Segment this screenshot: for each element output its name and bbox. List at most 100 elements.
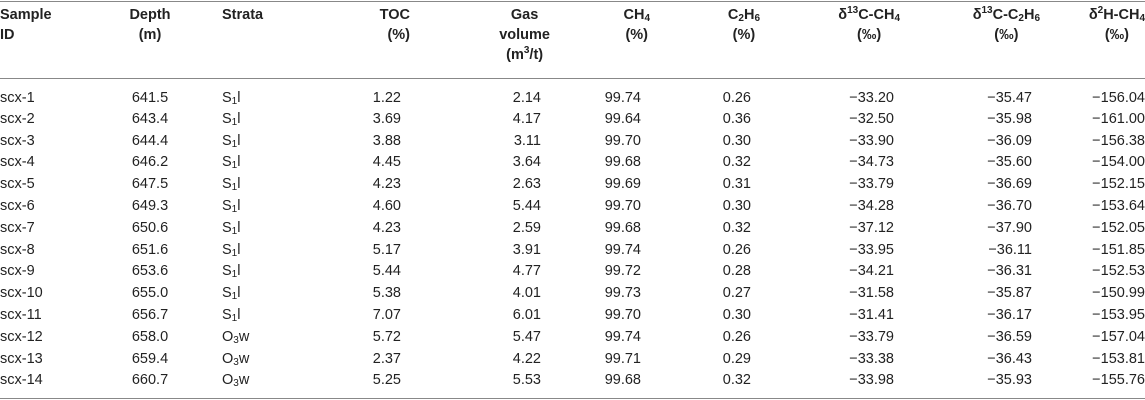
cell-depth: 649.3: [131, 198, 169, 215]
cell-depth: 644.4: [131, 132, 169, 149]
cell-ch4: 99.69: [604, 176, 641, 193]
cell-strata: S1l: [222, 263, 241, 281]
cell-toc: 1.22: [372, 90, 401, 106]
cell-c2h6: 0.32: [722, 219, 751, 236]
cell-d13c-c2h6: −35.60: [987, 154, 1032, 171]
cell-sample-id: scx-5: [0, 176, 35, 193]
cell-d13c-c2h6: −37.90: [987, 219, 1032, 236]
cell-c2h6: 0.32: [722, 154, 751, 171]
cell-strata: S1l: [222, 307, 241, 325]
cell-d2h-ch4: −156.38: [1092, 132, 1145, 149]
cell-strata: S1l: [222, 219, 241, 237]
cell-d13c-c2h6: −36.43: [987, 350, 1032, 367]
cell-toc: 5.38: [372, 285, 401, 302]
cell-gas-volume: 3.64: [512, 154, 541, 171]
cell-d13c-ch4: −33.38: [849, 350, 894, 367]
cell-toc: 4.23: [372, 176, 401, 193]
cell-sample-id: scx-8: [0, 241, 35, 258]
table-bottom-rule: [0, 398, 1145, 399]
cell-gas-volume: 6.01: [512, 307, 541, 324]
cell-toc: 7.07: [372, 307, 401, 324]
header-strata: Strata: [222, 7, 264, 23]
cell-gas-volume: 5.53: [512, 372, 541, 389]
cell-d13c-c2h6: −36.31: [987, 263, 1032, 280]
cell-c2h6: 0.29: [722, 350, 751, 367]
header-depth: Depth (m): [129, 7, 171, 43]
cell-depth: 647.5: [131, 176, 169, 193]
table-row: scx-7 650.6 S1l 4.23 2.59 99.68 0.32 −37.12 −37.…: [0, 217, 1145, 239]
cell-d13c-c2h6: −35.93: [987, 372, 1032, 389]
cell-toc: 4.23: [372, 219, 401, 236]
header-d13c-c2h6: δ13C-C2H6 (‰): [972, 5, 1040, 44]
cell-depth: 646.2: [131, 154, 169, 171]
cell-d13c-ch4: −33.20: [849, 90, 894, 106]
header-gas-volume: Gas volume (m3/t): [499, 7, 550, 63]
cell-c2h6: 0.32: [722, 372, 751, 389]
cell-c2h6: 0.26: [722, 328, 751, 345]
cell-d13c-ch4: −32.50: [849, 110, 894, 127]
cell-d13c-ch4: −34.28: [849, 198, 894, 215]
header-d13c-ch4: δ13C-CH4 (‰): [838, 5, 900, 44]
cell-ch4: 99.71: [604, 350, 641, 367]
cell-sample-id: scx-2: [0, 110, 35, 127]
header-sample-id: Sample ID: [0, 7, 52, 43]
cell-d13c-c2h6: −36.69: [987, 176, 1032, 193]
cell-d13c-ch4: −33.79: [849, 328, 894, 345]
table-row: scx-14 660.7 O3w 5.25 5.53 99.68 0.32 −33.98 −35…: [0, 370, 1145, 392]
cell-depth: 653.6: [131, 263, 169, 280]
cell-gas-volume: 5.47: [512, 328, 541, 345]
cell-ch4: 99.70: [604, 307, 641, 324]
cell-d13c-ch4: −33.95: [849, 241, 894, 258]
cell-d2h-ch4: −150.99: [1092, 285, 1145, 302]
cell-d13c-ch4: −33.98: [849, 372, 894, 389]
cell-d13c-c2h6: −35.87: [987, 285, 1032, 302]
table-row: scx-5 647.5 S1l 4.23 2.63 99.69 0.31 −33.79 −36.…: [0, 173, 1145, 195]
table-row: scx-8 651.6 S1l 5.17 3.91 99.74 0.26 −33.95 −36.…: [0, 239, 1145, 261]
cell-d13c-c2h6: −36.11: [988, 241, 1032, 258]
cell-ch4: 99.68: [604, 219, 641, 236]
cell-ch4: 99.70: [604, 198, 641, 215]
table-row: scx-12 658.0 O3w 5.72 5.47 99.74 0.26 −33.79 −36…: [0, 326, 1145, 348]
cell-d13c-ch4: −37.12: [849, 219, 894, 236]
cell-sample-id: scx-14: [0, 372, 43, 389]
table-row: scx-4 646.2 S1l 4.45 3.64 99.68 0.32 −34.73 −35.…: [0, 152, 1145, 174]
table-top-rule: [0, 1, 1145, 2]
cell-d13c-ch4: −33.79: [849, 176, 894, 193]
cell-strata: S1l: [222, 90, 241, 107]
cell-d2h-ch4: −152.53: [1092, 263, 1145, 280]
cell-d13c-c2h6: −36.70: [987, 198, 1032, 215]
cell-d2h-ch4: −151.85: [1092, 241, 1145, 258]
cell-depth: 658.0: [131, 328, 169, 345]
cell-c2h6: 0.30: [722, 307, 751, 324]
header-c2h6: C2H6 (%): [727, 7, 760, 43]
cell-ch4: 99.70: [604, 132, 641, 149]
table-row: scx-10 655.0 S1l 5.38 4.01 99.73 0.27 −31.58 −35…: [0, 282, 1145, 304]
cell-strata: S1l: [222, 198, 241, 216]
cell-d2h-ch4: −153.95: [1092, 307, 1145, 324]
cell-c2h6: 0.26: [722, 241, 751, 258]
cell-toc: 3.88: [372, 132, 401, 149]
header-bottom-rule: [0, 78, 1145, 79]
cell-toc: 3.69: [372, 110, 401, 127]
cell-toc: 5.44: [372, 263, 401, 280]
cell-d13c-c2h6: −36.17: [987, 307, 1032, 324]
cell-toc: 2.37: [372, 350, 401, 367]
table-row: scx-13 659.4 O3w 2.37 4.22 99.71 0.29 −33.38 −36…: [0, 348, 1145, 370]
cell-d13c-c2h6: −35.47: [987, 90, 1032, 106]
table-row: scx-1 641.5 S1l 1.22 2.14 99.74 0.26 −33.20 −35.…: [0, 78, 1145, 108]
header-ch4: CH4 (%): [623, 7, 650, 43]
cell-toc: 5.25: [372, 372, 401, 389]
cell-d13c-ch4: −31.58: [849, 285, 894, 302]
cell-gas-volume: 4.17: [512, 110, 541, 127]
cell-strata: S1l: [222, 110, 241, 128]
cell-d2h-ch4: −154.00: [1092, 154, 1145, 171]
cell-c2h6: 0.30: [722, 132, 751, 149]
cell-d13c-ch4: −31.41: [849, 307, 894, 324]
cell-gas-volume: 3.91: [512, 241, 541, 258]
cell-ch4: 99.68: [604, 154, 641, 171]
cell-ch4: 99.74: [604, 241, 641, 258]
cell-d13c-c2h6: −36.59: [987, 328, 1032, 345]
cell-ch4: 99.64: [604, 110, 641, 127]
cell-d2h-ch4: −155.76: [1092, 372, 1145, 389]
